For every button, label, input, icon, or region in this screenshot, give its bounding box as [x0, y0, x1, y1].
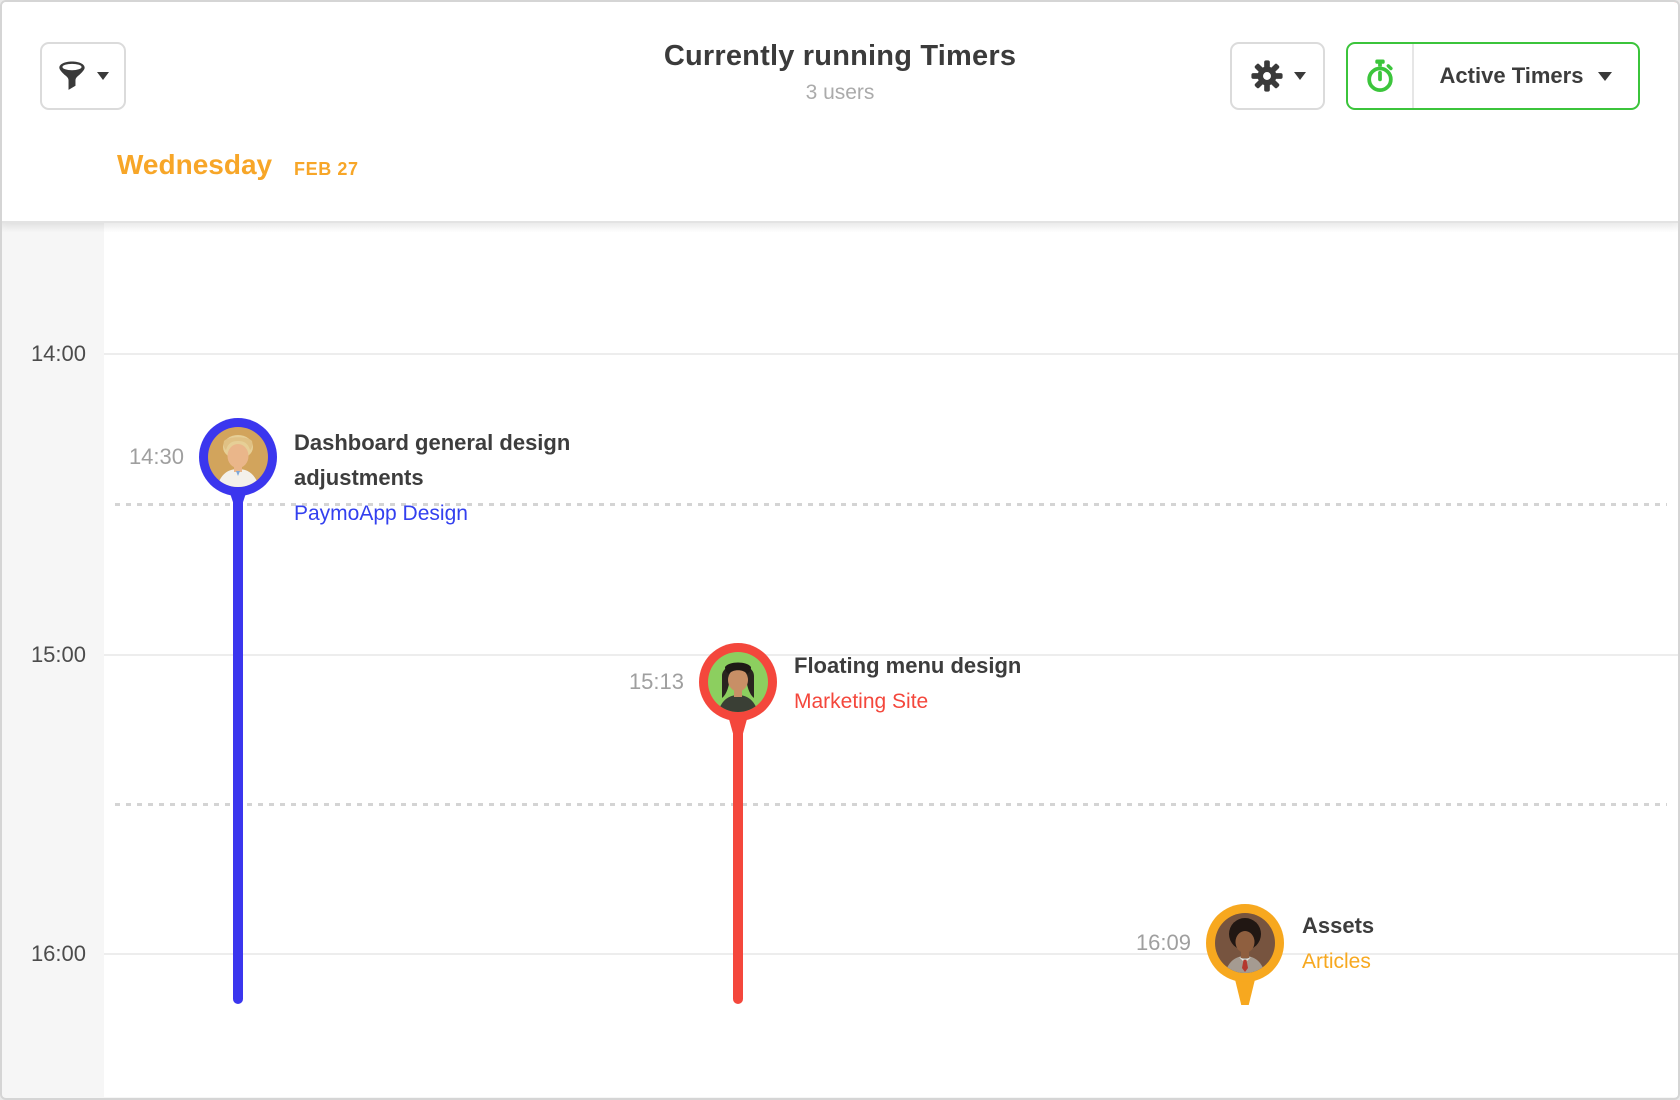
active-timers-label: Active Timers [1439, 63, 1584, 88]
avatar-blond-man [208, 427, 268, 487]
timer-info: Assets Articles [1302, 908, 1374, 976]
timer-pin[interactable] [699, 643, 777, 721]
hour-label: 14:00 [30, 341, 86, 366]
hour-gridline [104, 953, 1678, 955]
timer-title: Assets [1302, 913, 1375, 938]
timer-start-time: 16:09 [1135, 930, 1191, 955]
page-subtitle: 3 users [805, 81, 875, 104]
timer-pin[interactable] [1206, 904, 1284, 982]
half-hour-dotted-line [115, 803, 1667, 806]
half-hour-dotted-line [115, 503, 1667, 506]
active-timers-button[interactable]: Active Timers [1346, 42, 1640, 110]
timer-title: Dashboard general design adjustments [294, 430, 571, 490]
timer-project-link[interactable]: Articles [1302, 950, 1371, 973]
timer-title: Floating menu design [794, 653, 1022, 678]
avatar [1215, 913, 1275, 973]
funnel-icon [59, 61, 85, 90]
header: Currently running Timers 3 users [2, 2, 1678, 223]
filter-button[interactable] [40, 42, 126, 110]
timer-start-time: 15:13 [628, 669, 684, 694]
stopwatch-icon [1367, 59, 1393, 92]
hour-gridline [104, 353, 1678, 355]
timer-start-time: 14:30 [128, 444, 184, 469]
stopwatch-cell [1348, 44, 1414, 108]
timer-pin[interactable] [199, 418, 277, 496]
title-block: Currently running Timers 3 users [2, 40, 1678, 105]
hour-label: 16:00 [30, 941, 86, 966]
day-date: FEB 27 [294, 159, 359, 179]
hour-label: 15:00 [30, 642, 86, 667]
avatar [708, 652, 768, 712]
chevron-down-icon [1598, 71, 1613, 81]
timer-info: Floating menu design Marketing Site [794, 648, 1021, 716]
timer-stem [233, 457, 243, 1004]
chevron-down-icon [1293, 72, 1306, 80]
avatar [208, 427, 268, 487]
chevron-down-icon [97, 72, 109, 80]
timer-info: Dashboard general design adjustments Pay… [294, 425, 570, 528]
avatar-afro-man [1215, 913, 1275, 973]
timer-project-link[interactable]: PaymoApp Design [294, 502, 468, 525]
page-title: Currently running Timers [663, 40, 1017, 72]
time-gutter [2, 221, 104, 1097]
active-timers-label-cell: Active Timers [1414, 63, 1638, 89]
hour-gridline [104, 654, 1678, 656]
timer-project-link[interactable]: Marketing Site [794, 690, 929, 713]
day-name: Wednesday [117, 149, 273, 180]
timeline-canvas [104, 221, 1678, 1097]
settings-button[interactable] [1230, 42, 1325, 110]
avatar-dark-haired-woman [708, 652, 768, 712]
timer-stem [733, 682, 743, 1004]
gear-icon [1250, 60, 1283, 92]
